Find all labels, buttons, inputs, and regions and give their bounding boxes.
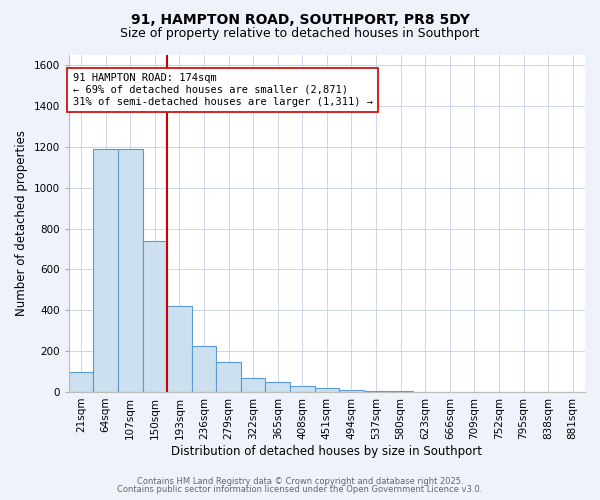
Bar [143,241,167,392]
Bar [118,149,143,392]
Text: 91 HAMPTON ROAD: 174sqm
← 69% of detached houses are smaller (2,871)
31% of semi: 91 HAMPTON ROAD: 174sqm ← 69% of detache… [73,74,373,106]
Y-axis label: Number of detached properties: Number of detached properties [15,130,28,316]
Bar [167,306,192,392]
Bar [265,382,290,392]
Bar [339,390,364,392]
Bar [192,346,217,392]
Text: Contains public sector information licensed under the Open Government Licence v3: Contains public sector information licen… [118,485,482,494]
Bar [314,388,339,392]
Bar [241,378,265,392]
X-axis label: Distribution of detached houses by size in Southport: Distribution of detached houses by size … [172,444,482,458]
Text: Size of property relative to detached houses in Southport: Size of property relative to detached ho… [121,28,479,40]
Bar [364,390,388,392]
Bar [217,362,241,392]
Text: Contains HM Land Registry data © Crown copyright and database right 2025.: Contains HM Land Registry data © Crown c… [137,477,463,486]
Text: 91, HAMPTON ROAD, SOUTHPORT, PR8 5DY: 91, HAMPTON ROAD, SOUTHPORT, PR8 5DY [131,12,469,26]
Bar [94,149,118,392]
Bar [69,372,94,392]
Bar [290,386,314,392]
